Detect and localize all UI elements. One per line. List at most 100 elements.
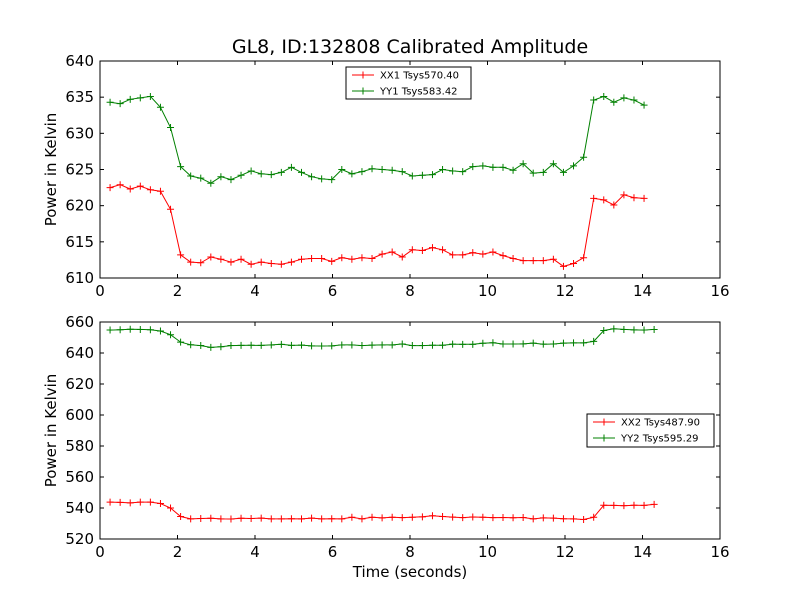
data-point xyxy=(449,513,457,521)
data-point xyxy=(197,174,205,182)
legend-label: XX1 Tsys570.40 xyxy=(380,71,459,82)
data-point xyxy=(620,94,628,102)
x-tick-label: 0 xyxy=(95,543,105,561)
data-point xyxy=(439,513,447,521)
data-point xyxy=(197,259,205,267)
data-point xyxy=(328,176,336,184)
data-point xyxy=(620,191,628,199)
legend: XX1 Tsys570.40 YY1 Tsys583.42 xyxy=(345,66,472,100)
data-point xyxy=(267,171,275,179)
data-point xyxy=(116,181,124,189)
data-point xyxy=(156,187,164,195)
data-point xyxy=(156,327,164,335)
data-point xyxy=(650,500,658,508)
x-tick-label: 12 xyxy=(555,282,574,300)
x-tick-label: 8 xyxy=(405,543,415,561)
data-point xyxy=(559,168,567,176)
data-point xyxy=(650,325,658,333)
data-point xyxy=(298,168,305,176)
data-point xyxy=(338,254,346,262)
data-point xyxy=(529,169,537,177)
legend-label: XX2 Tsys487.90 xyxy=(621,418,700,429)
data-point xyxy=(187,341,195,349)
data-point xyxy=(146,186,154,194)
data-point xyxy=(509,166,517,174)
data-point xyxy=(197,515,205,523)
data-point xyxy=(610,501,618,509)
data-point xyxy=(227,342,235,350)
top-axes: 0 2 4 6 8 10 12 14 16 610 615 620 625 630 635 640 Power … xyxy=(42,52,730,300)
data-point xyxy=(277,515,285,523)
data-point xyxy=(489,248,497,256)
data-point xyxy=(610,201,618,209)
data-point xyxy=(469,249,477,257)
data-point xyxy=(469,163,477,171)
x-axis-label: Time (seconds) xyxy=(352,563,468,581)
data-point xyxy=(489,163,497,171)
data-point xyxy=(207,514,215,522)
x-tick-label: 2 xyxy=(173,282,183,300)
data-point xyxy=(146,92,154,100)
data-point xyxy=(439,246,447,254)
x-tick-label: 10 xyxy=(478,543,497,561)
data-point xyxy=(559,339,567,347)
data-point xyxy=(136,182,144,190)
data-point xyxy=(247,341,255,349)
data-point xyxy=(539,514,547,522)
data-point xyxy=(539,340,547,348)
data-point xyxy=(398,168,406,176)
data-point xyxy=(318,342,326,350)
data-point xyxy=(418,247,426,255)
data-point xyxy=(539,168,547,176)
data-point xyxy=(126,95,134,103)
series-yy1 xyxy=(106,92,648,187)
data-point xyxy=(126,185,134,193)
data-point xyxy=(398,514,406,522)
y-tick-label: 540 xyxy=(65,499,94,517)
data-point xyxy=(600,196,608,204)
data-point xyxy=(519,513,527,521)
data-point xyxy=(328,515,336,523)
data-point xyxy=(580,153,588,161)
data-point xyxy=(167,205,175,213)
data-point xyxy=(358,515,366,523)
data-point xyxy=(459,251,467,259)
data-point xyxy=(167,504,175,512)
x-tick-label: 6 xyxy=(328,543,338,561)
data-point xyxy=(217,255,225,263)
data-point xyxy=(177,251,185,259)
data-point xyxy=(499,163,507,171)
data-point xyxy=(237,171,245,179)
data-point xyxy=(529,515,537,523)
data-point xyxy=(398,340,406,348)
data-point xyxy=(489,514,497,522)
y-tick-label: 615 xyxy=(65,233,94,251)
data-point xyxy=(298,341,305,349)
data-point xyxy=(257,341,265,349)
data-point xyxy=(106,326,114,334)
data-point xyxy=(348,513,356,521)
data-point xyxy=(580,339,588,347)
data-point xyxy=(358,254,366,262)
data-point xyxy=(479,513,487,521)
data-point xyxy=(146,498,154,506)
data-point xyxy=(449,251,457,259)
data-point xyxy=(126,499,134,507)
y-tick-label: 600 xyxy=(65,406,94,424)
data-point xyxy=(318,254,326,262)
x-tick-label: 4 xyxy=(250,282,260,300)
data-point xyxy=(257,170,265,178)
data-point xyxy=(267,260,275,268)
y-tick-label: 625 xyxy=(65,161,94,179)
data-point xyxy=(519,160,527,168)
data-point xyxy=(287,515,295,523)
data-point xyxy=(459,514,467,522)
data-point xyxy=(207,179,215,187)
data-point xyxy=(277,260,285,268)
data-point xyxy=(449,167,457,175)
data-point xyxy=(408,342,416,350)
data-point xyxy=(630,194,638,202)
data-point xyxy=(559,262,567,270)
data-point xyxy=(146,326,154,334)
